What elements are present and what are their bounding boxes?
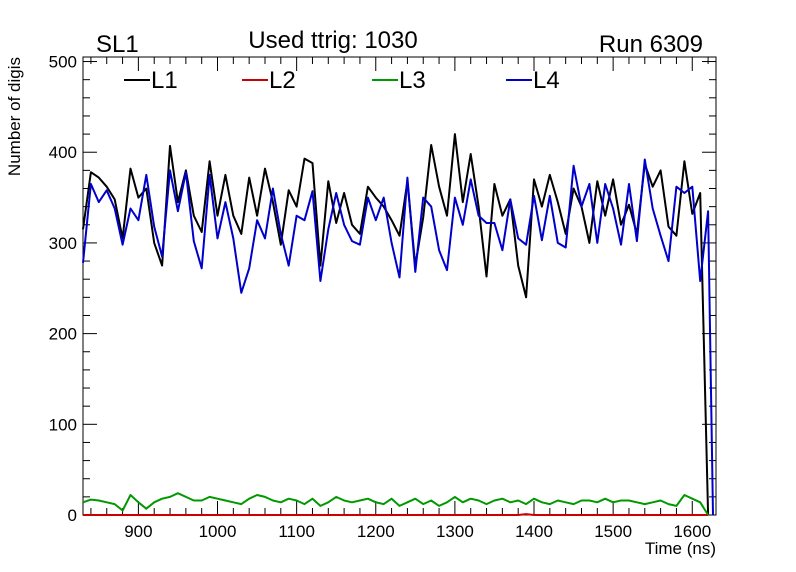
series-line-l4	[82, 158, 714, 516]
legend-entry-l4: L4	[506, 67, 560, 94]
chart-subtitle-right: Run 6309	[599, 31, 703, 58]
legend-entry-l2: L2	[242, 67, 296, 94]
legend-entry-l3: L3	[372, 67, 426, 94]
y-tick-label: 0	[68, 506, 77, 525]
y-tick-label: 300	[49, 234, 77, 253]
plot-frame	[82, 56, 717, 516]
y-tick-label: 200	[49, 325, 77, 344]
chart-subtitle-left: SL1	[96, 31, 139, 58]
legend-label: L1	[151, 67, 178, 94]
axis-ticks	[83, 57, 716, 516]
x-tick-label: 900	[124, 522, 152, 541]
y-tick-label: 500	[49, 53, 77, 72]
legend: L1 L2 L3 L4	[124, 67, 560, 94]
y-axis-label: Number of digis	[5, 57, 24, 176]
legend-entry-l1: L1	[124, 67, 178, 94]
x-tick-label: 1500	[594, 522, 632, 541]
legend-label: L4	[533, 67, 560, 94]
x-tick-label: 1200	[357, 522, 395, 541]
series-line-l2	[83, 513, 709, 516]
x-tick-label: 1400	[515, 522, 553, 541]
y-tick-label: 400	[49, 143, 77, 162]
series-line-l3	[82, 492, 709, 516]
x-axis-label: Time (ns)	[645, 539, 716, 558]
x-tick-label: 1300	[436, 522, 474, 541]
y-tick-label: 100	[49, 415, 77, 434]
legend-label: L2	[269, 67, 296, 94]
axis-tick-labels: 0 100 200 300 400 500 900 1000 1100 1200 1300 1400 1…	[49, 53, 712, 541]
chart-title: Used ttrig: 1030	[248, 27, 417, 54]
series-lines	[82, 133, 714, 516]
x-tick-label: 1600	[673, 522, 711, 541]
x-tick-label: 1000	[199, 522, 237, 541]
series-line-l1	[82, 133, 710, 516]
x-tick-label: 1100	[278, 522, 315, 541]
legend-label: L3	[399, 67, 426, 94]
